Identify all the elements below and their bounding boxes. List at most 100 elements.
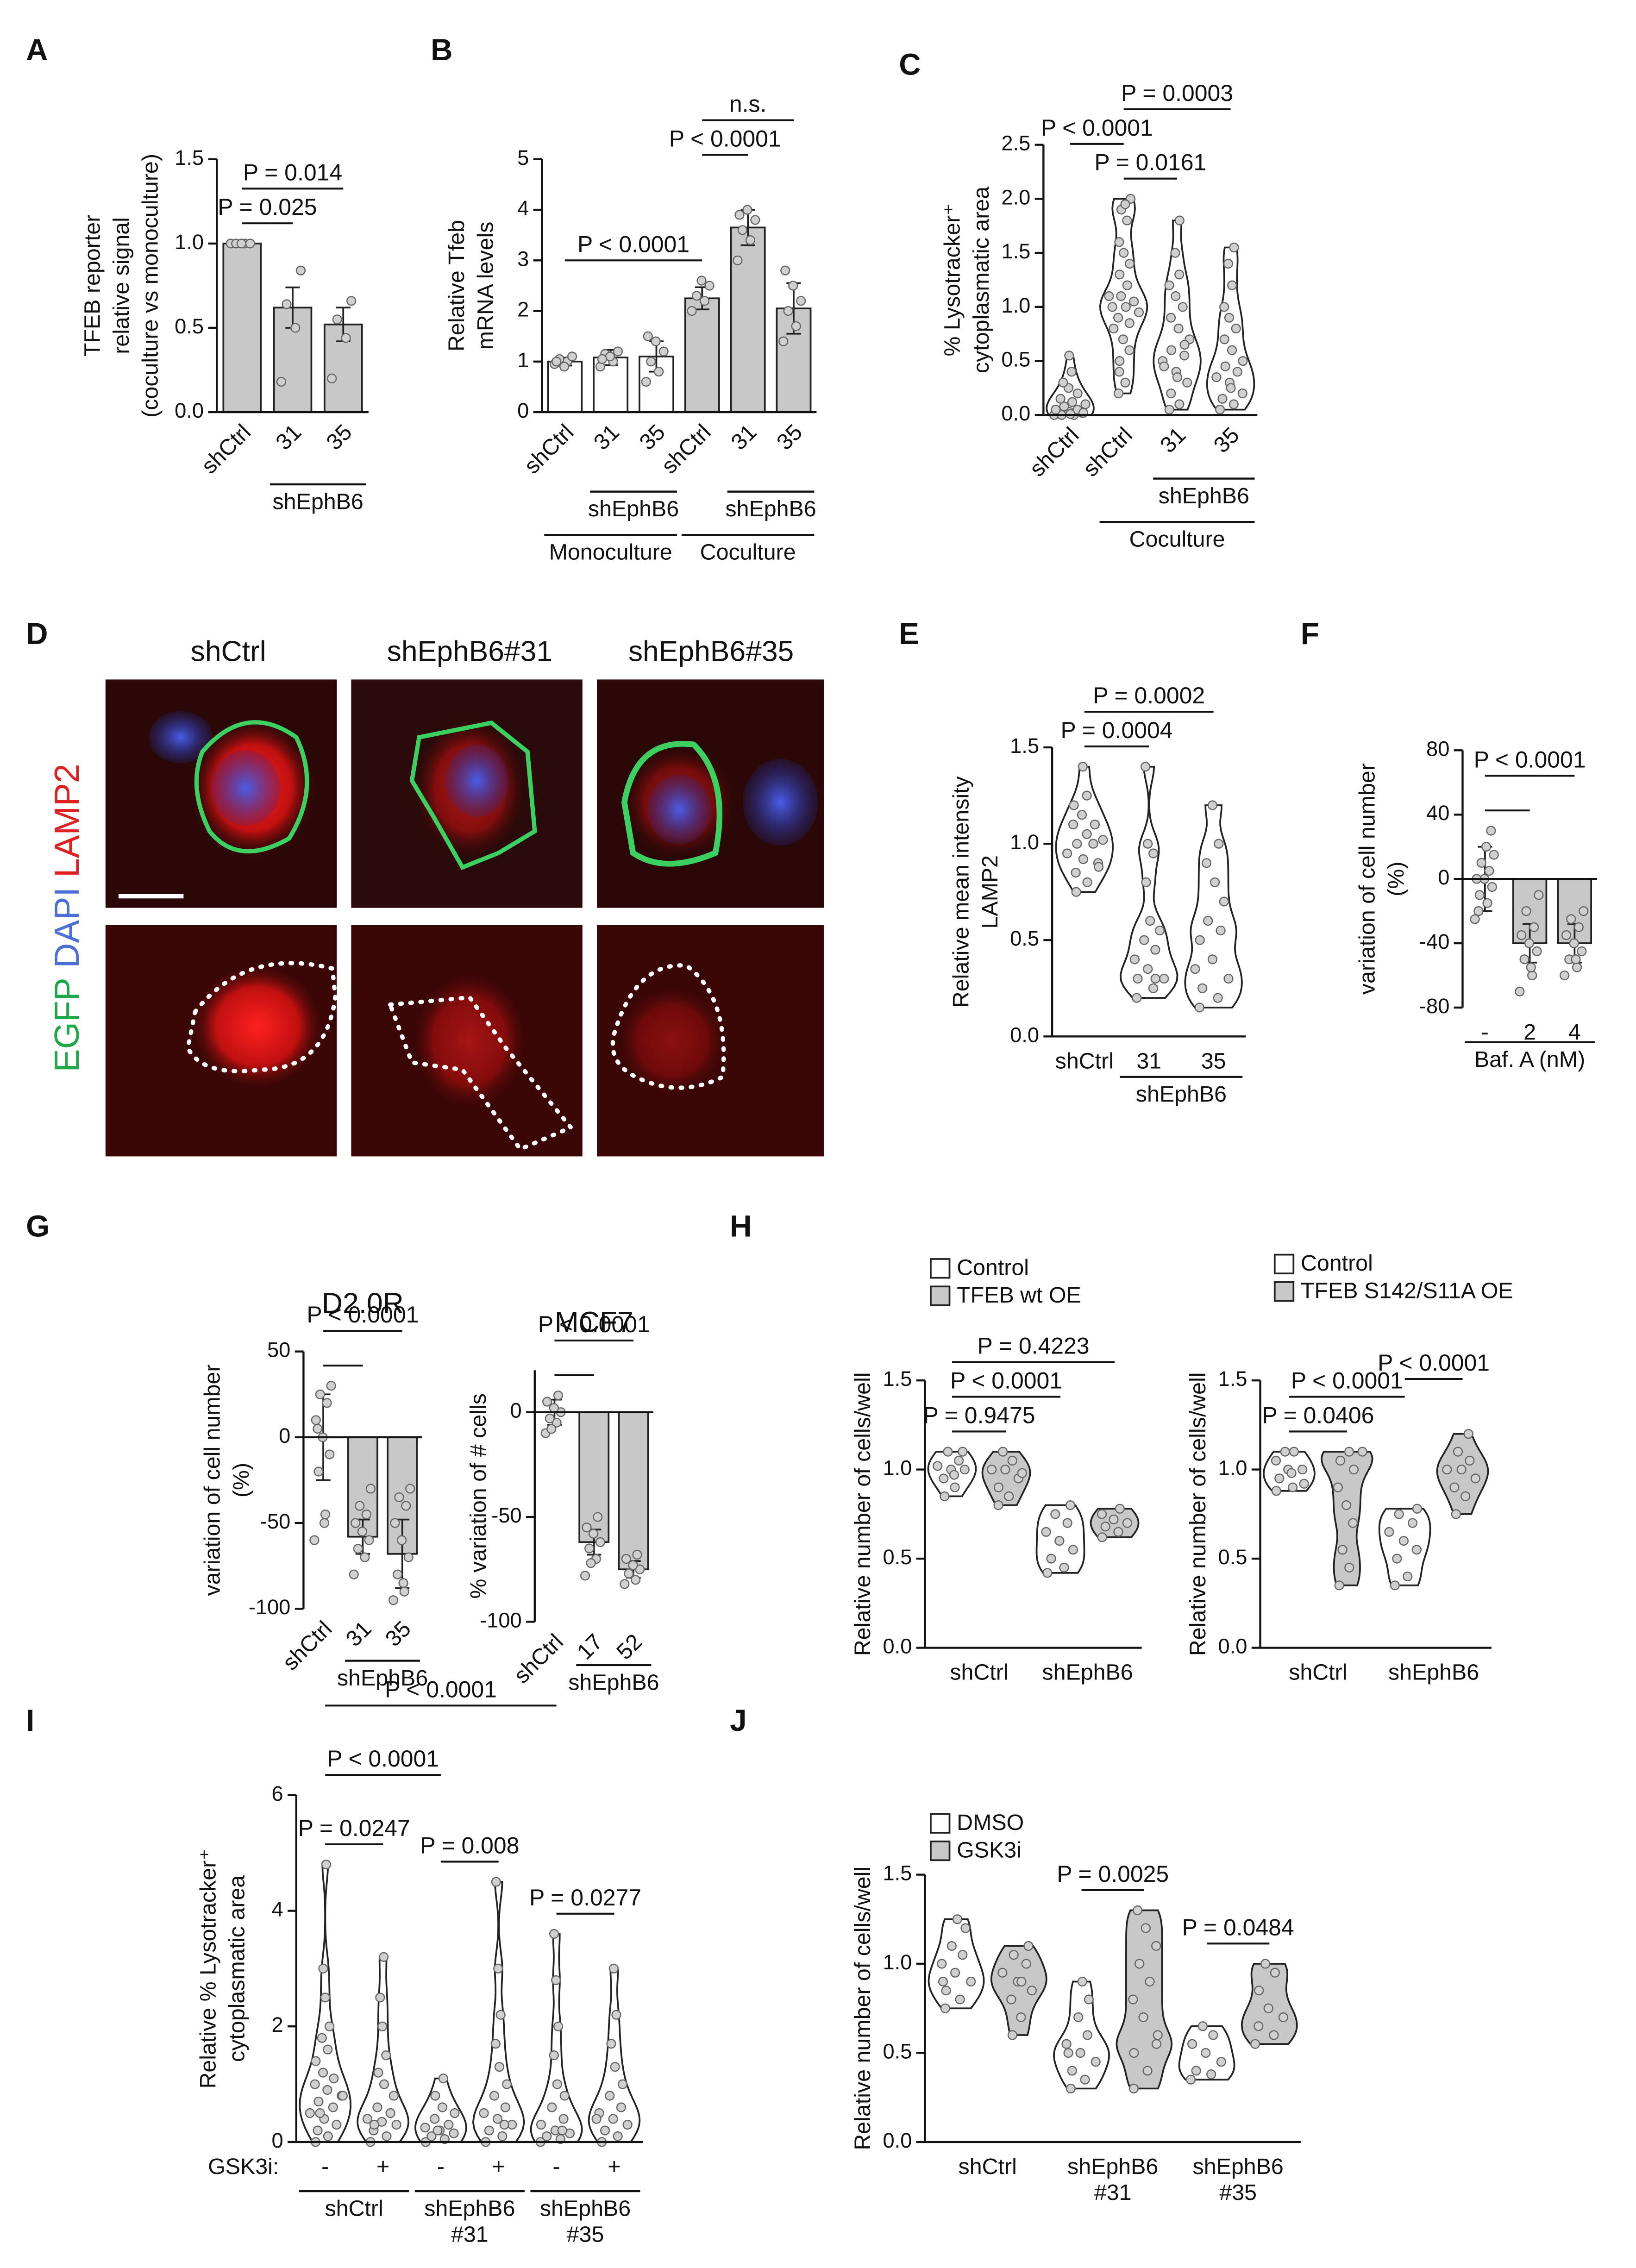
data-point bbox=[500, 2102, 510, 2112]
data-point bbox=[1219, 334, 1229, 345]
data-point bbox=[305, 2108, 315, 2118]
data-point bbox=[1254, 2021, 1264, 2031]
y-axis-label: Relative number of cells/well bbox=[1185, 1372, 1210, 1656]
data-point bbox=[1348, 1464, 1359, 1475]
data-point bbox=[353, 1544, 363, 1554]
data-point bbox=[1132, 993, 1142, 1003]
data-point bbox=[1271, 1455, 1281, 1466]
data-point bbox=[1122, 1518, 1133, 1528]
data-point bbox=[236, 238, 247, 249]
data-point bbox=[1115, 1504, 1125, 1514]
data-point bbox=[1124, 345, 1135, 355]
data-point bbox=[319, 1518, 330, 1528]
data-point bbox=[1151, 1941, 1161, 1951]
data-point bbox=[1174, 215, 1185, 226]
p-value: P < 0.0001 bbox=[538, 1311, 650, 1337]
data-point bbox=[958, 1950, 968, 1960]
data-point bbox=[1145, 1976, 1155, 1987]
data-point bbox=[1341, 1500, 1352, 1510]
data-point bbox=[372, 2102, 382, 2112]
data-point bbox=[1489, 850, 1499, 860]
data-point bbox=[1069, 800, 1079, 810]
data-point bbox=[954, 1455, 964, 1466]
data-point bbox=[1524, 938, 1534, 948]
image-label: shEphB6#31 bbox=[387, 635, 552, 668]
group-label: shEphB6 bbox=[337, 1666, 428, 1691]
data-point bbox=[1217, 394, 1228, 404]
group-label: Baf. A (nM) bbox=[1474, 1047, 1585, 1072]
data-point bbox=[401, 1501, 411, 1511]
y-axis-label: Relative number of cells/well bbox=[850, 1372, 875, 1656]
data-point bbox=[1344, 1447, 1354, 1457]
data-point bbox=[1526, 962, 1536, 972]
data-point bbox=[1463, 1429, 1473, 1439]
y-axis-label: LAMP2 bbox=[978, 855, 1003, 929]
data-point bbox=[396, 1535, 407, 1545]
data-point bbox=[313, 1466, 324, 1477]
data-point bbox=[1185, 2074, 1196, 2085]
data-point bbox=[993, 1500, 1003, 1510]
data-point bbox=[1201, 858, 1212, 868]
data-point bbox=[586, 1558, 596, 1568]
data-point bbox=[1051, 405, 1061, 415]
data-point bbox=[495, 2010, 506, 2020]
data-point bbox=[950, 1967, 960, 1978]
p-value: P < 0.0001 bbox=[950, 1367, 1062, 1393]
micrographs: shCtrl shEphB6#31 shEphB6#35 EGFP DAPI L… bbox=[47, 635, 824, 1157]
data-point bbox=[1173, 323, 1184, 334]
data-point bbox=[365, 1484, 376, 1494]
data-point bbox=[349, 1569, 359, 1579]
data-point bbox=[1481, 842, 1492, 852]
data-point bbox=[542, 2131, 552, 2142]
data-point bbox=[1121, 302, 1131, 312]
data-point bbox=[1344, 1562, 1354, 1573]
data-point bbox=[622, 2119, 633, 2130]
y-tick-label: -50 bbox=[491, 1504, 521, 1527]
legend-label: Control bbox=[957, 1255, 1029, 1280]
data-point bbox=[1075, 2048, 1085, 2058]
y-tick-label: 1.0 bbox=[1001, 294, 1030, 317]
y-tick-label: 1.5 bbox=[883, 1367, 912, 1391]
data-point bbox=[1229, 399, 1239, 409]
x-tick-label: shEphB6 bbox=[1067, 2154, 1158, 2179]
data-point bbox=[651, 336, 661, 346]
data-point bbox=[1278, 2012, 1288, 2023]
bar bbox=[222, 243, 262, 413]
data-point bbox=[1068, 819, 1078, 830]
x-tick-label: shEphB6 bbox=[1388, 1660, 1479, 1685]
data-point bbox=[940, 2003, 950, 2013]
y-tick-label: 1.5 bbox=[1010, 734, 1039, 758]
data-point bbox=[658, 346, 669, 357]
y-tick-label: 1.0 bbox=[175, 230, 204, 254]
data-point bbox=[750, 215, 760, 225]
y-tick-label: 0.5 bbox=[883, 2039, 912, 2063]
data-point bbox=[696, 276, 707, 286]
data-point bbox=[1016, 2012, 1026, 2023]
group-label: shEphB6 bbox=[424, 2196, 515, 2221]
data-point bbox=[552, 2079, 562, 2089]
data-point bbox=[1148, 983, 1159, 993]
data-point bbox=[1517, 930, 1527, 940]
data-point bbox=[559, 362, 570, 372]
data-point bbox=[1398, 1535, 1409, 1546]
data-point bbox=[489, 2091, 500, 2101]
data-point bbox=[1124, 318, 1135, 328]
p-value: P < 0.0001 bbox=[1378, 1350, 1490, 1376]
data-point bbox=[1206, 2069, 1216, 2080]
data-point bbox=[1348, 1518, 1358, 1528]
data-point bbox=[1532, 946, 1542, 956]
legend-swatch bbox=[930, 1813, 951, 1834]
data-point bbox=[1129, 954, 1140, 965]
data-point bbox=[1470, 1473, 1480, 1484]
data-point bbox=[1129, 2048, 1139, 2058]
data-point bbox=[1171, 291, 1181, 301]
data-point bbox=[955, 1994, 965, 2005]
data-point bbox=[1140, 762, 1151, 772]
y-tick-label: 80 bbox=[1426, 737, 1449, 760]
data-point bbox=[1138, 2012, 1148, 2023]
data-point bbox=[377, 2021, 388, 2031]
y-tick-label: 0.0 bbox=[1001, 401, 1030, 425]
y-tick-label: 0 bbox=[279, 1424, 290, 1447]
data-point bbox=[600, 2125, 610, 2136]
data-point bbox=[313, 2096, 324, 2107]
